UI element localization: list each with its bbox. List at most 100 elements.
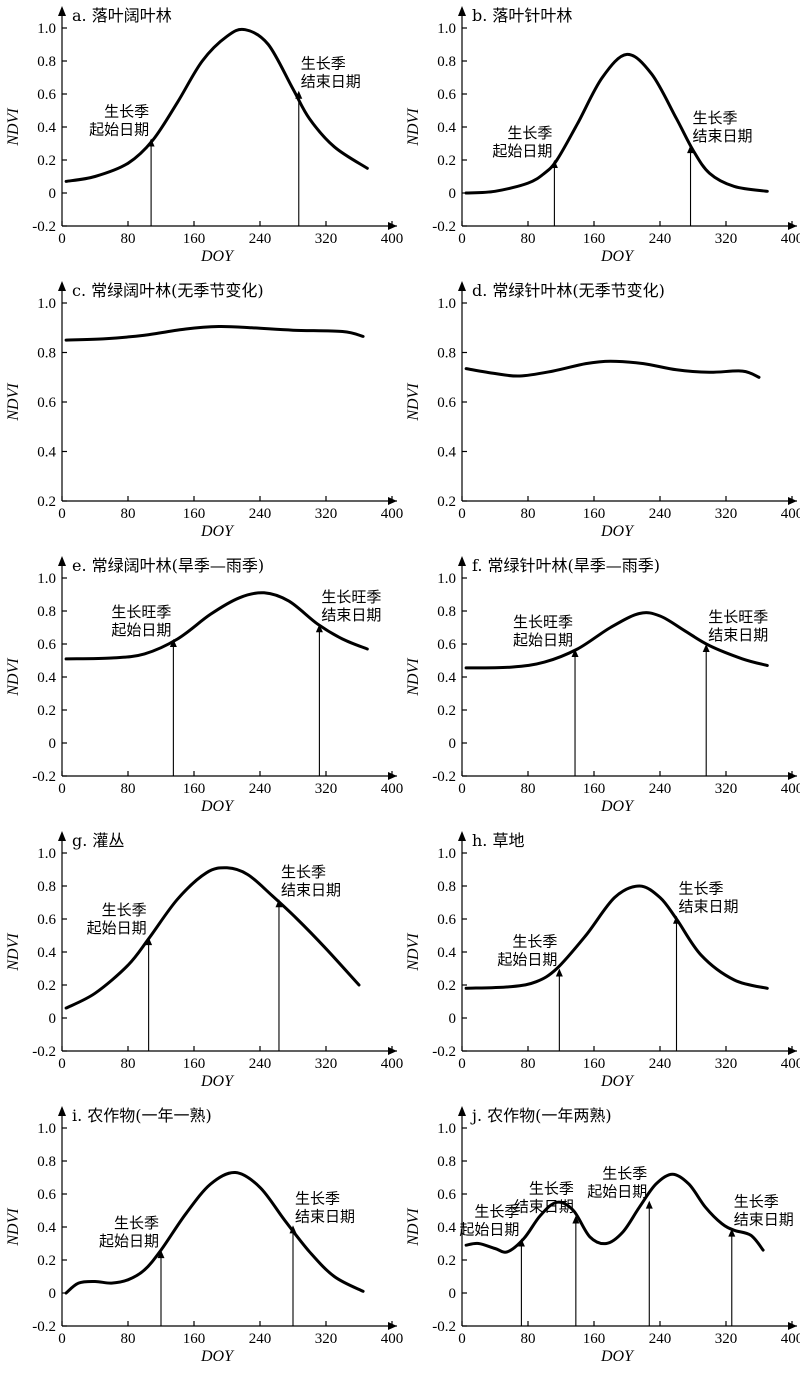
y-tick-label: 1.0 (37, 21, 56, 37)
x-tick-label: 160 (583, 1331, 606, 1347)
x-tick-label: 320 (315, 781, 338, 797)
y-tick-label: 0.6 (437, 395, 456, 411)
y-axis-arrowhead (58, 556, 66, 566)
phenology-label: 生长季 (734, 1193, 779, 1211)
y-tick-label: 0.2 (437, 703, 456, 719)
x-tick-label: 400 (381, 231, 404, 247)
y-axis-label: NDVI (405, 933, 422, 972)
y-tick-label: 0.8 (37, 346, 56, 362)
x-tick-label: 0 (458, 231, 466, 247)
y-tick-label: 0.8 (37, 54, 56, 70)
y-tick-label: 1.0 (437, 571, 456, 587)
y-tick-label: 0 (449, 736, 457, 752)
ndvi-series-line (464, 52, 769, 195)
phenology-label: 生长季 (281, 863, 326, 881)
phenology-marker-arrowhead (687, 145, 695, 154)
y-axis-label: NDVI (5, 383, 22, 422)
ndvi-series-line (464, 1172, 765, 1254)
x-tick-label: 400 (381, 506, 404, 522)
x-axis-label: DOY (200, 1348, 235, 1365)
phenology-label: 生长季 (512, 933, 557, 951)
y-tick-label: 0.4 (437, 120, 456, 136)
phenology-label: 起始日期 (513, 631, 573, 649)
y-tick-label: -0.2 (432, 769, 456, 785)
x-axis-label: DOY (200, 1073, 235, 1090)
chart-panel-5: 0 80 160 240 320 400-0.200.20.40.60.81.0DOYND… (405, 556, 800, 815)
y-tick-label: 0.4 (37, 445, 56, 461)
y-tick-label: 1.0 (37, 296, 56, 312)
phenology-label: 结束日期 (693, 127, 753, 145)
x-axis-label: DOY (600, 248, 635, 265)
phenology-label: 起始日期 (587, 1183, 647, 1201)
y-tick-label: 0.2 (37, 978, 56, 994)
x-tick-label: 80 (521, 506, 536, 522)
chart-panel-2: 0 80 160 240 320 400 0.2 0.4 0.6 0.8 1.0 DOY NDVI c. … (5, 281, 403, 540)
y-tick-label: 0.8 (437, 879, 456, 895)
y-axis-label: NDVI (405, 1208, 422, 1247)
chart-title: g. 灌丛 (72, 831, 124, 850)
y-tick-label: 0.4 (37, 670, 56, 686)
phenology-label: 生长季 (474, 1203, 519, 1221)
phenology-label: 结束日期 (321, 606, 381, 624)
x-tick-label: 80 (121, 231, 136, 247)
x-tick-label: 80 (521, 1056, 536, 1072)
x-tick-label: 240 (649, 1331, 672, 1347)
y-tick-label: 0.6 (37, 912, 56, 928)
chart-panel-3: 0 80 160 240 320 400 0.2 0.4 0.6 0.8 1.0 DOY NDVI d. … (405, 281, 800, 540)
phenology-marker-arrowhead (673, 915, 680, 924)
phenology-label: 结束日期 (295, 1207, 355, 1225)
phenology-marker-arrowhead (169, 639, 177, 648)
ndvi-series-line (64, 324, 365, 342)
x-tick-label: 240 (249, 1331, 272, 1347)
x-tick-label: 160 (183, 506, 206, 522)
y-tick-label: 0.6 (37, 87, 56, 103)
y-tick-label: 0.2 (37, 703, 56, 719)
x-tick-label: 240 (649, 231, 672, 247)
y-tick-label: 0 (49, 736, 57, 752)
chart-panel-8: 0 80 160 240 320 400-0.200.20.40.60.81.0DOYND… (5, 1106, 403, 1365)
x-tick-label: 0 (58, 231, 66, 247)
y-tick-label: 0.2 (437, 494, 456, 510)
chart-panel-7: 0 80 160 240 320 400-0.200.20.40.60.81.0DOYND… (405, 831, 800, 1090)
y-tick-label: 0.8 (37, 1154, 56, 1170)
phenology-label: 结束日期 (514, 1197, 574, 1215)
x-tick-label: 0 (458, 506, 466, 522)
x-tick-label: 320 (715, 781, 738, 797)
phenology-marker-arrowhead (702, 644, 710, 652)
x-tick-label: 80 (521, 781, 536, 797)
y-tick-label: 0.6 (437, 1187, 456, 1203)
phenology-marker-arrowhead (295, 90, 303, 99)
y-tick-label: 0.2 (437, 153, 456, 169)
phenology-marker-arrowhead (572, 1215, 580, 1224)
y-tick-label: 1.0 (437, 21, 456, 37)
chart-title: j. 农作物(一年两熟) (470, 1106, 612, 1125)
x-tick-label: 160 (583, 506, 606, 522)
phenology-marker-arrowhead (728, 1228, 736, 1237)
y-tick-label: 1.0 (437, 1121, 456, 1137)
chart-panel-4: 0 80 160 240 320 400-0.200.20.40.60.81.0DOYND… (5, 556, 403, 815)
y-tick-label: 0.2 (37, 494, 56, 510)
phenology-marker-arrowhead (315, 624, 323, 633)
x-axis-label: DOY (200, 798, 235, 815)
y-tick-label: 0.6 (37, 1187, 56, 1203)
phenology-label: 结束日期 (734, 1211, 794, 1229)
chart-title: b. 落叶针叶林 (472, 6, 572, 25)
x-tick-label: 400 (781, 231, 800, 247)
chart-panel-6: 0 80 160 240 320 400-0.200.20.40.60.81.0DOYND… (5, 831, 403, 1090)
y-tick-label: -0.2 (32, 219, 56, 235)
phenology-label: 生长旺季 (321, 588, 381, 606)
phenology-label: 结束日期 (708, 626, 768, 644)
y-axis-arrowhead (58, 1106, 66, 1116)
x-tick-label: 400 (781, 1056, 800, 1072)
phenology-marker-arrowhead (645, 1200, 653, 1209)
phenology-label: 起始日期 (99, 1232, 159, 1250)
phenology-marker-arrowhead (147, 138, 155, 147)
ndvi-series-line (464, 359, 761, 379)
x-tick-label: 160 (583, 1056, 606, 1072)
phenology-label: 结束日期 (301, 73, 361, 91)
phenology-marker-arrowhead (145, 937, 153, 946)
x-tick-label: 160 (583, 231, 606, 247)
ndvi-series-line (464, 884, 769, 990)
y-tick-label: -0.2 (432, 1319, 456, 1335)
